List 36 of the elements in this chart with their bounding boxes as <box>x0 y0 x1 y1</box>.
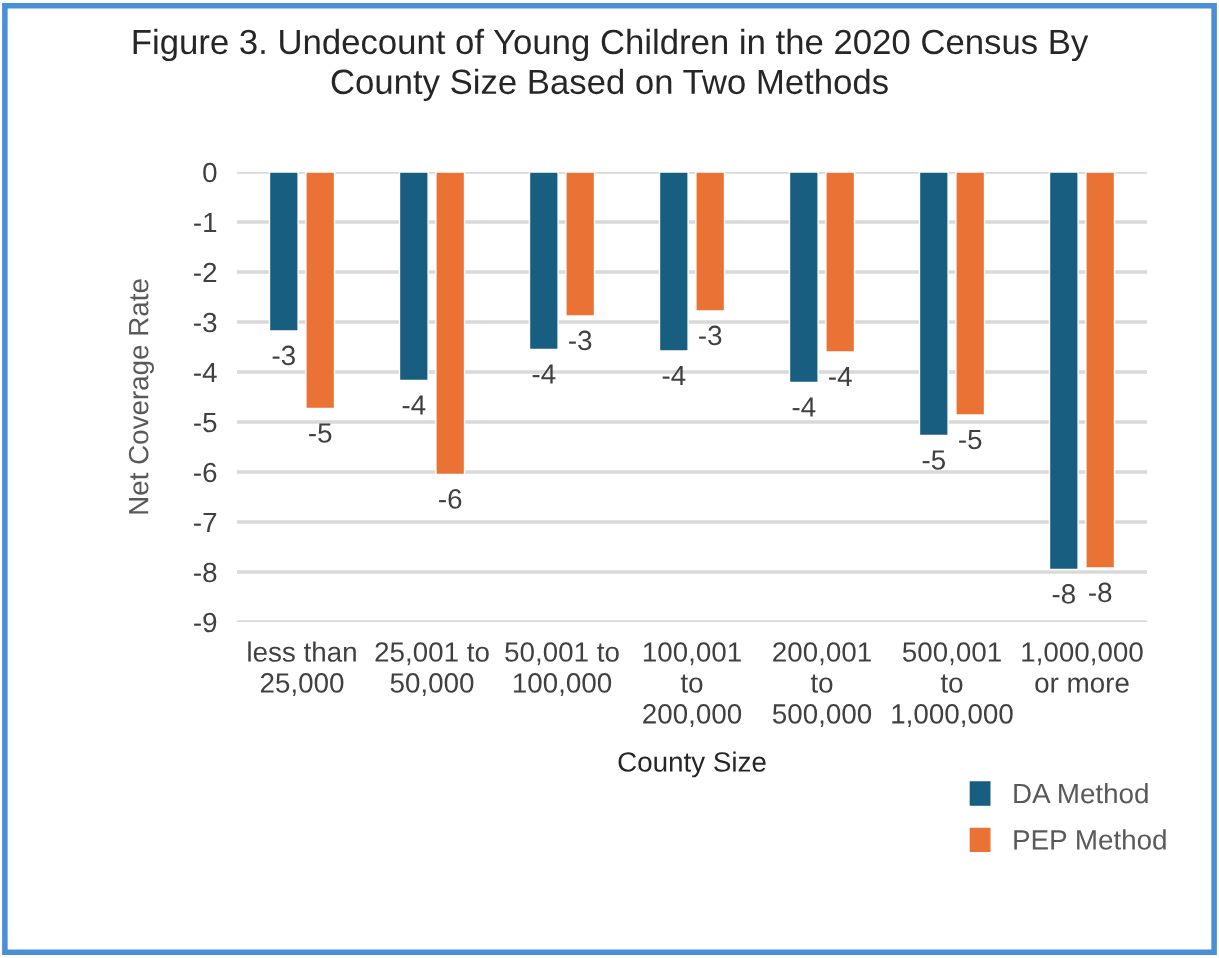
x-tick-label: 25,001 to 50,000 <box>375 642 489 697</box>
y-tick-label: -5 <box>194 412 217 433</box>
data-label: -8 <box>1052 584 1075 604</box>
x-axis-title: County Size <box>618 751 766 778</box>
data-label: -3 <box>569 330 592 351</box>
data-label: -5 <box>922 450 945 470</box>
x-tick-label: less than 25,000 <box>248 641 356 697</box>
data-label: -3 <box>699 325 722 346</box>
chart-title: Figure 3. Undecount of Young Children in the 2020 Census By County Size Based on Two Methods <box>133 28 1089 102</box>
x-tick-label: 500,001 to 1,000,000 <box>892 642 1013 727</box>
y-tick-label: -3 <box>194 312 217 333</box>
x-tick-label: 200,001 to 500,000 <box>772 642 872 727</box>
x-tick-label: 100,001 to 200,000 <box>643 642 742 727</box>
y-tick-label: 0 <box>203 162 217 183</box>
y-tick-label: -9 <box>194 612 217 633</box>
data-label: -4 <box>792 397 816 417</box>
data-label: -6 <box>439 489 462 509</box>
y-tick-label: -7 <box>194 512 217 533</box>
data-label: -5 <box>959 429 982 450</box>
data-label: -3 <box>272 345 295 366</box>
y-tick-label: -1 <box>194 212 217 233</box>
y-tick-label: -8 <box>194 562 217 583</box>
legend-label: PEP Method <box>1014 829 1166 850</box>
y-axis-title: Net Coverage Rate <box>128 279 154 514</box>
data-label: -5 <box>309 423 332 443</box>
x-tick-label: 50,001 to 100,000 <box>505 642 619 697</box>
x-tick-label: 1,000,000 or more <box>1022 642 1143 693</box>
y-tick-label: -4 <box>194 362 217 383</box>
data-label: -8 <box>1089 582 1112 603</box>
y-tick-label: -6 <box>194 462 217 483</box>
y-tick-label: -2 <box>194 262 217 283</box>
data-label: -4 <box>829 366 852 387</box>
legend-label: DA Method <box>1014 782 1148 804</box>
data-label: -4 <box>532 364 556 384</box>
data-label: -4 <box>402 395 426 415</box>
data-label: -4 <box>662 365 686 386</box>
